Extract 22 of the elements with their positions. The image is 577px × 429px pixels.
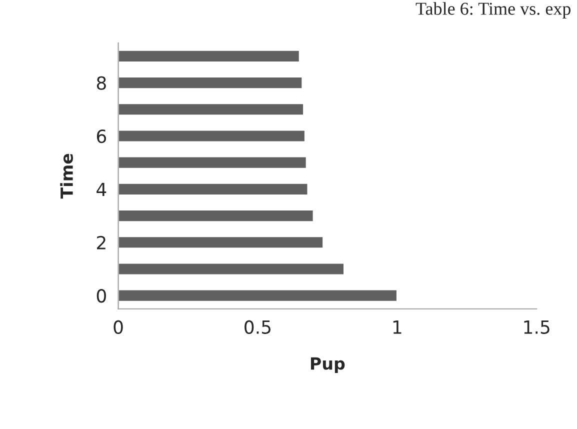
y-tick-label: 2 <box>97 236 106 250</box>
bar <box>118 156 308 170</box>
x-axis-title: Pup <box>310 357 345 374</box>
bar <box>118 288 398 302</box>
y-axis-title: Time <box>60 154 74 199</box>
bar <box>118 236 324 250</box>
x-tick-label: 1 <box>393 320 402 334</box>
bar <box>118 50 300 63</box>
chart-title: Table 6: Time vs. exp <box>416 2 571 19</box>
bar <box>118 129 306 143</box>
x-tick-label: 0.5 <box>244 320 271 334</box>
y-tick-label: 8 <box>96 76 106 90</box>
x-tick-label: 0 <box>114 320 123 334</box>
y-tick-label: 6 <box>96 129 106 144</box>
y-tick-label: 0 <box>96 289 106 303</box>
bar <box>118 209 314 222</box>
y-tick-label: 4 <box>96 182 106 196</box>
bar <box>118 102 304 116</box>
bar <box>118 262 345 276</box>
x-tick-label: 1.5 <box>524 320 550 334</box>
bar <box>118 76 304 90</box>
bar <box>118 182 309 196</box>
